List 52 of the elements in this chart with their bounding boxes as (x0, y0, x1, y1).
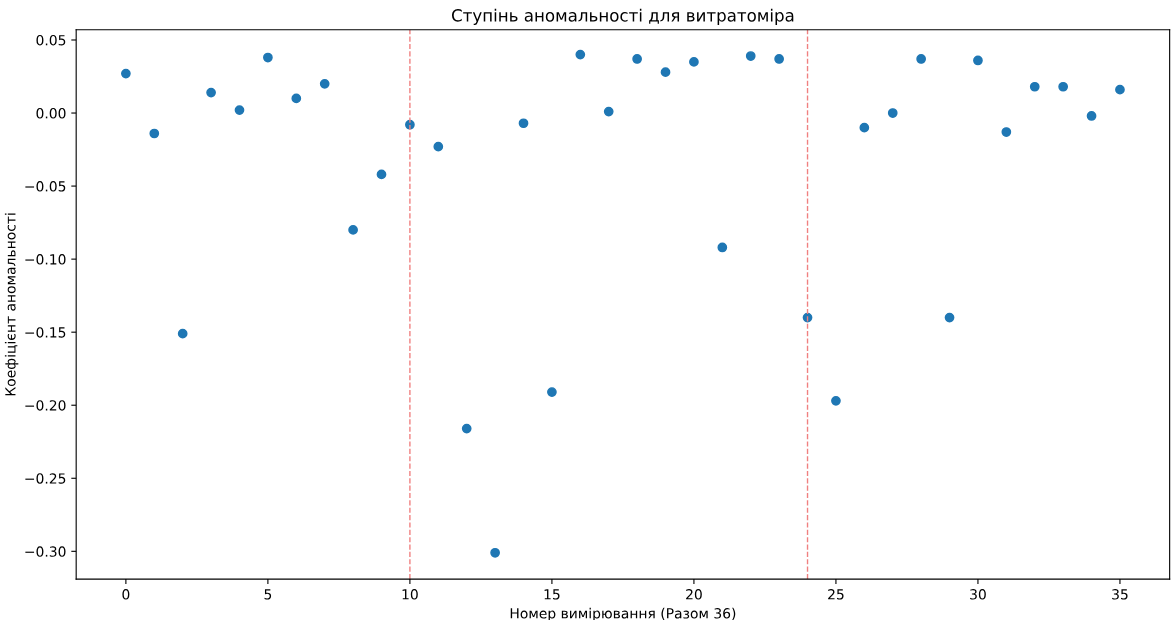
point (774, 54, 784, 64)
point (121, 68, 131, 79)
y-tick-label: −0.25 (25, 473, 66, 484)
chart-title: Ступінь аномальності для витратоміра (451, 8, 794, 25)
point (149, 128, 160, 139)
point (1086, 111, 1097, 121)
y-tick-label: 0.05 (36, 34, 66, 46)
point (319, 78, 330, 89)
point (660, 67, 671, 77)
point (433, 141, 444, 152)
point (206, 87, 216, 98)
x-tick-label: 0 (122, 589, 130, 600)
y-tick-label: −0.20 (25, 400, 66, 411)
point (1029, 81, 1040, 92)
point (603, 106, 614, 117)
point (859, 122, 870, 133)
x-tick-label: 5 (264, 589, 272, 600)
point (461, 423, 472, 434)
point (376, 169, 387, 180)
x-tick-label: 10 (402, 589, 418, 600)
x-tick-label: 35 (1112, 589, 1128, 600)
point (632, 54, 642, 64)
y-tick-label: −0.05 (25, 181, 66, 192)
point (1058, 81, 1069, 92)
point (887, 108, 898, 118)
point (689, 57, 699, 67)
point (518, 118, 529, 129)
point (263, 52, 273, 63)
x-tick-label: 20 (686, 589, 702, 600)
point (916, 54, 927, 64)
point (177, 328, 188, 339)
point (717, 242, 728, 253)
point (575, 49, 586, 60)
point (1115, 84, 1125, 95)
y-axis-title: Коефіцієнт аномальності (4, 213, 19, 396)
point (291, 93, 302, 104)
point (745, 51, 756, 61)
point (831, 395, 841, 406)
x-tick-label: 30 (970, 589, 986, 600)
point (234, 105, 245, 115)
y-tick-label: −0.30 (25, 546, 66, 557)
point (973, 55, 983, 66)
y-tick-label: −0.15 (25, 327, 66, 338)
x-tick-label: 25 (828, 589, 844, 600)
point (1001, 127, 1012, 137)
x-tick-label: 15 (544, 589, 560, 600)
point (944, 312, 955, 323)
y-tick-label: −0.10 (25, 254, 66, 265)
point (547, 387, 557, 397)
point (348, 225, 358, 235)
point (490, 547, 500, 558)
y-tick-label: 0.00 (36, 108, 66, 119)
